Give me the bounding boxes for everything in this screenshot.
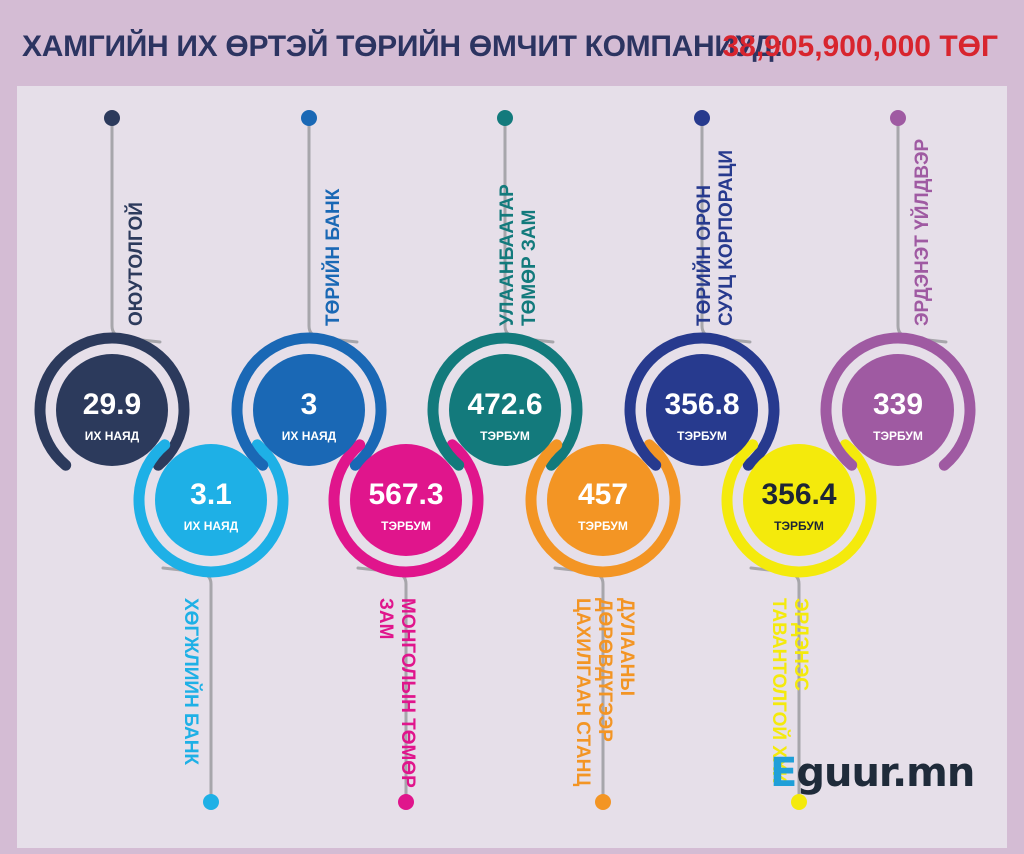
ring-arc [721,439,877,578]
company-unit: ИХ НАЯД [85,429,140,443]
logo-rest: guur.mn [796,750,975,796]
company-label-line: УЛААНБААТАР [497,184,518,326]
connector-dot [791,794,807,810]
connector-dot [398,794,414,810]
company-label-line: ЦАХИЛГААН СТАНЦ [572,598,593,786]
company-labels: ОЮУТОЛГОЙ ХӨГЖЛИЙН БАНК ТӨРИЙН БАНК МОНГОЛЫ… [125,139,933,789]
company-label-line: ТӨРИЙН ОРОН [693,185,715,326]
company-label-line: ЗАМ [375,598,396,639]
company-label-line: ХӨГЖЛИЙН БАНК [180,598,202,765]
company-value: 457 [578,478,628,511]
company-unit: ТЭРБУМ [677,429,727,443]
ring-arc [231,332,387,471]
company-label: УЛААНБААТАР ТӨМӨР ЗАМ [497,184,540,326]
company-unit: ИХ НАЯД [282,429,337,443]
company-unit: ТЭРБУМ [480,429,530,443]
company-label: ЭРДЭНЭТ ҮЙЛДВЭР [911,139,933,326]
total-amount: 38,905,900,000 ТӨГ [722,30,998,63]
company-circle [155,444,267,556]
company-label: ОЮУТОЛГОЙ [125,202,147,326]
connector-dot [104,110,120,126]
ring-arc [34,332,190,471]
connector-dot [203,794,219,810]
company-label-line: ТАВАНТОЛГОЙ ХХК [768,598,790,783]
connector-dot [595,794,611,810]
company-circle [253,354,365,466]
page-title: ХАМГИЙН ИХ ӨРТЭЙ ТӨРИЙН ӨМЧИТ КОМПАНИУД: [22,30,784,63]
company-value: 29.9 [83,388,141,421]
ring-arc [525,439,681,578]
company-label-line: МОНГОЛЫН ТӨМӨР [397,598,418,788]
connector-dot [890,110,906,126]
company-unit: ТЭРБУМ [873,429,923,443]
company-unit: ТЭРБУМ [578,519,628,533]
company-value: 339 [873,388,923,421]
company-label-line: ТӨРИЙН БАНК [322,188,344,326]
ring-arc [133,439,289,578]
ring-arc [328,439,484,578]
company-value: 356.8 [664,388,739,421]
company-circle [743,444,855,556]
company-circle [547,444,659,556]
connector-dot [497,110,513,126]
company-value: 472.6 [467,388,542,421]
company-label-line: ЭРДЭНЭТ ҮЙЛДВЭР [911,139,933,326]
ring-arc [427,332,583,471]
company-label-line: ДӨРӨВДҮГЭЭР [594,598,615,742]
company-label: ТӨРИЙН ОРОН СУУЦ КОРПОРАЦИ [693,150,737,326]
ring-arc [624,332,780,471]
company-unit: ИХ НАЯД [184,519,239,533]
header: ХАМГИЙН ИХ ӨРТЭЙ ТӨРИЙН ӨМЧИТ КОМПАНИУД:… [0,0,1024,86]
company-value: 567.3 [368,478,443,511]
company-value: 356.4 [761,478,836,511]
company-circle [646,354,758,466]
company-unit: ТЭРБУМ [774,519,824,533]
company-value: 3 [301,388,318,421]
company-nodes: 29.9 ИХ НАЯД 3.1 ИХ НАЯД 3 ИХ НАЯД 567.3 ТЭРБУМ… [56,354,954,556]
company-label-line: ТӨМӨР ЗАМ [519,210,540,326]
connector-dot [694,110,710,126]
connector-dot [301,110,317,126]
company-label-line: ЭРДЭНЭС [790,598,811,691]
company-label-line: ДУЛААНЫ [616,598,637,696]
logo-prefix: E [770,750,797,796]
company-label: ТӨРИЙН БАНК [322,188,344,326]
company-label-line: СУУЦ КОРПОРАЦИ [716,150,737,326]
company-unit: ТЭРБУМ [381,519,431,533]
company-circle [56,354,168,466]
company-circle [449,354,561,466]
site-logo: Eguur.mn [770,750,975,796]
company-circle [350,444,462,556]
company-label: ХӨГЖЛИЙН БАНК [180,598,202,765]
ring-arc [820,332,976,471]
company-circle [842,354,954,466]
rings [34,332,976,578]
company-value: 3.1 [190,478,232,511]
company-label-line: ОЮУТОЛГОЙ [125,202,147,326]
